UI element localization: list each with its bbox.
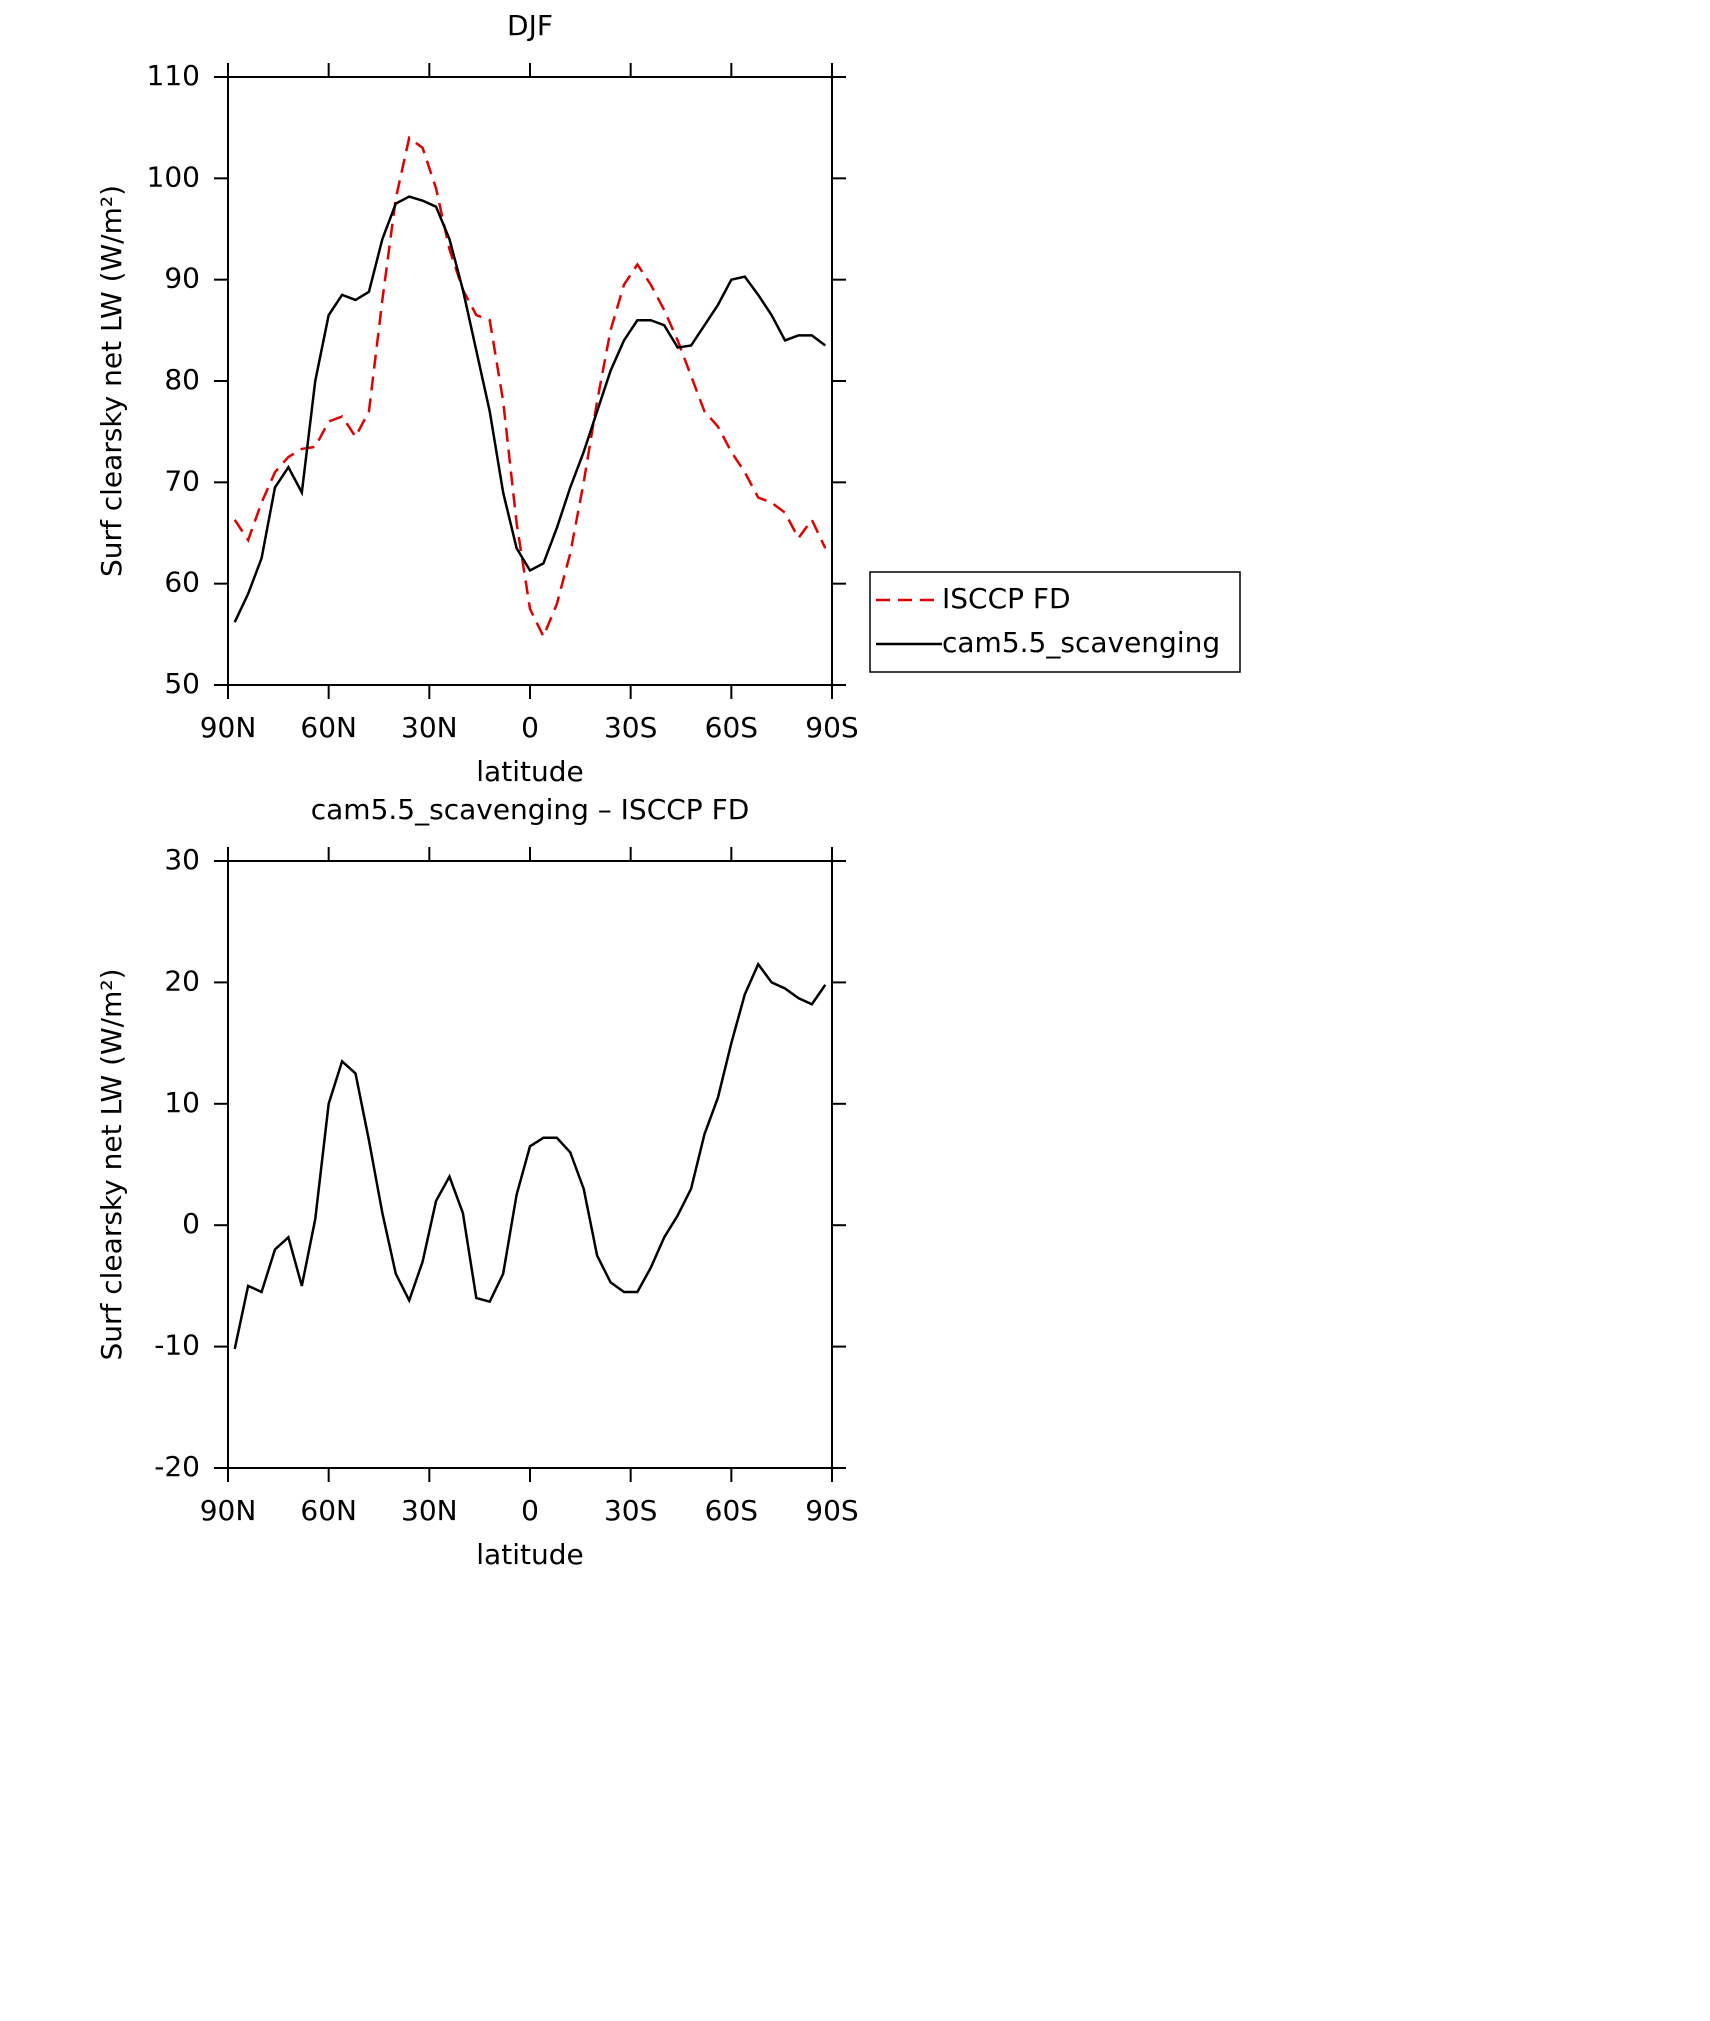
x-tick-label: 30N: [401, 1494, 458, 1527]
chart-title: cam5.5_scavenging – ISCCP FD: [311, 793, 750, 826]
y-tick-label: 80: [164, 363, 200, 396]
series-line: [233, 135, 827, 640]
x-axis-label: latitude: [476, 755, 583, 788]
x-tick-label: 90S: [805, 711, 858, 744]
y-tick-label: 70: [164, 464, 200, 497]
y-tick-label: 20: [164, 964, 200, 997]
x-tick-label: 60N: [300, 1494, 357, 1527]
y-tick-label: 90: [164, 262, 200, 295]
x-tick-label: 30S: [604, 711, 657, 744]
chart-title: DJF: [507, 9, 553, 42]
series-line: [233, 195, 827, 623]
legend-label: ISCCP FD: [942, 582, 1071, 615]
y-tick-label: -10: [154, 1329, 200, 1362]
x-tick-label: 60N: [300, 711, 357, 744]
x-tick-label: 90N: [200, 1494, 257, 1527]
x-tick-label: 60S: [705, 711, 758, 744]
y-axis-label: Surf clearsky net LW (W/m²): [95, 968, 128, 1360]
x-tick-label: 30S: [604, 1494, 657, 1527]
y-tick-label: 60: [164, 566, 200, 599]
x-tick-label: 90N: [200, 711, 257, 744]
y-tick-label: 100: [147, 160, 200, 193]
x-tick-label: 60S: [705, 1494, 758, 1527]
x-tick-label: 90S: [805, 1494, 858, 1527]
plot-frame: [227, 860, 833, 1469]
plot-frame: [227, 76, 833, 686]
y-tick-label: 50: [164, 667, 200, 700]
y-tick-label: 30: [164, 843, 200, 876]
x-tick-label: 30N: [401, 711, 458, 744]
x-tick-label: 0: [521, 711, 539, 744]
y-axis-label: Surf clearsky net LW (W/m²): [95, 185, 128, 577]
y-tick-label: 0: [182, 1207, 200, 1240]
x-tick-label: 0: [521, 1494, 539, 1527]
y-tick-label: 110: [147, 59, 200, 92]
x-axis-label: latitude: [476, 1538, 583, 1571]
y-tick-label: 10: [164, 1086, 200, 1119]
series-line: [233, 961, 827, 1350]
y-tick-label: -20: [154, 1450, 200, 1483]
legend-label: cam5.5_scavenging: [942, 626, 1220, 659]
legend-box: [869, 571, 1241, 673]
